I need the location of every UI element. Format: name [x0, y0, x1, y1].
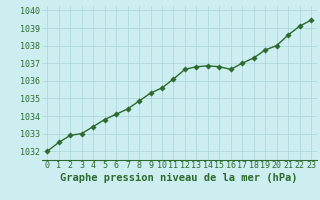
- X-axis label: Graphe pression niveau de la mer (hPa): Graphe pression niveau de la mer (hPa): [60, 173, 298, 183]
